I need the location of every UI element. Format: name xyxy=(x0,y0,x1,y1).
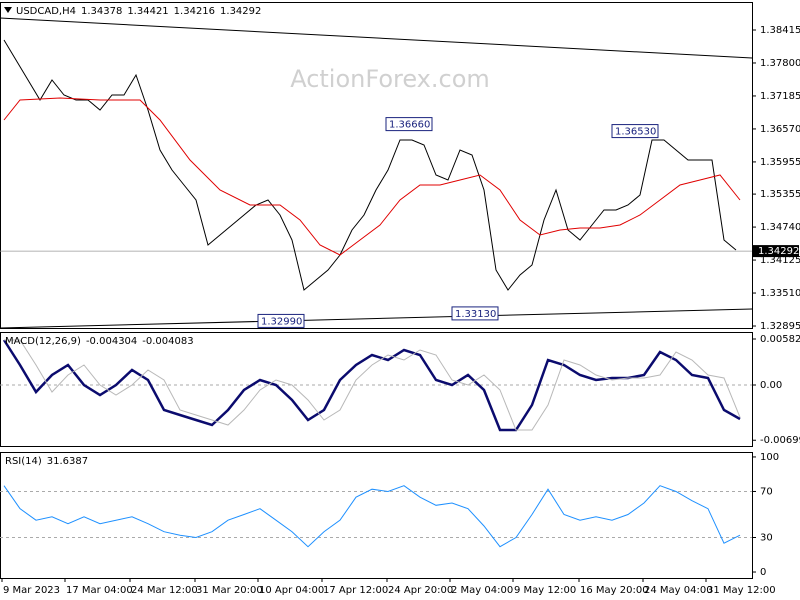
y-tick-label: 0.005821 xyxy=(760,334,800,345)
y-tick-label: 0.00 xyxy=(760,380,782,391)
price-annotation: 1.33130 xyxy=(455,309,496,320)
x-tick-label: 31 Mar 20:00 xyxy=(196,585,263,596)
y-tick-label: 1.35955 xyxy=(760,157,800,168)
x-tick-label: 24 May 04:00 xyxy=(644,585,713,596)
price-annotation-box xyxy=(451,306,499,321)
x-tick-label: 24 Mar 12:00 xyxy=(131,585,198,596)
panel-reading: 31.6387 xyxy=(47,456,88,467)
series-line xyxy=(4,339,741,431)
panel-title: USDCAD,H4 xyxy=(16,6,76,17)
panel-header: USDCAD,H4 1.34378 1.34421 1.34216 1.34292 xyxy=(16,6,261,17)
panel-frame xyxy=(0,332,753,447)
y-tick-label: 100 xyxy=(760,452,779,463)
y-tick-label: 30 xyxy=(760,532,773,543)
y-tick-label: 1.34125 xyxy=(760,255,800,266)
x-tick-label: 2 May 04:00 xyxy=(451,585,513,596)
y-tick-label: -0.006991 xyxy=(760,435,800,446)
x-tick-label: 9 Mar 2023 xyxy=(3,585,60,596)
price-annotation: 1.32990 xyxy=(261,316,302,327)
panel-reading: -0.004304 xyxy=(86,336,137,347)
series-line xyxy=(3,39,737,291)
panel-reading: -0.004083 xyxy=(142,336,193,347)
y-tick-label: 1.36570 xyxy=(760,124,800,135)
watermark: ActionForex.com xyxy=(290,65,490,93)
y-tick-label: 1.38415 xyxy=(760,25,800,36)
trend-line xyxy=(0,17,753,59)
series-line xyxy=(2,339,741,432)
price-annotation-box xyxy=(611,124,659,139)
x-tick-label: 24 Apr 20:00 xyxy=(388,585,453,596)
panel-reading: 1.34292 xyxy=(220,6,261,17)
menu-triangle xyxy=(4,7,12,13)
series-line xyxy=(3,485,741,548)
price-annotation: 1.36660 xyxy=(389,120,430,131)
y-tick-label: 1.34740 xyxy=(760,222,800,233)
price-annotation-box xyxy=(257,313,305,328)
panel-frame xyxy=(0,2,753,329)
panel-reading: 1.34216 xyxy=(174,6,215,17)
last-price-label: 1.34292 xyxy=(758,246,799,257)
y-tick-label: 1.37800 xyxy=(760,58,800,69)
series-line xyxy=(3,97,741,256)
panel-title: MACD(12,26,9) xyxy=(5,336,81,347)
y-tick-label: 0 xyxy=(760,567,766,578)
x-tick-label: 9 May 12:00 xyxy=(514,585,576,596)
panel-frame xyxy=(0,452,753,579)
panel-header: RSI(14) 31.6387 xyxy=(5,456,88,467)
panel-reading: 1.34421 xyxy=(127,6,168,17)
x-tick-label: 16 May 20:00 xyxy=(580,585,649,596)
x-tick-label: 17 Apr 12:00 xyxy=(323,585,388,596)
last-price-box xyxy=(753,245,799,258)
y-tick-label: 70 xyxy=(760,486,773,497)
x-tick-label: 10 Apr 04:00 xyxy=(259,585,324,596)
panel-header: MACD(12,26,9) -0.004304 -0.004083 xyxy=(5,336,194,347)
y-tick-label: 1.33510 xyxy=(760,288,800,299)
panel-reading: 1.34378 xyxy=(81,6,122,17)
price-annotation: 1.36530 xyxy=(615,127,656,138)
price-annotation-box xyxy=(385,117,433,132)
x-tick-label: 31 May 12:00 xyxy=(707,585,776,596)
trend-line xyxy=(0,308,753,329)
y-tick-label: 1.32895 xyxy=(760,321,800,332)
panel-title: RSI(14) xyxy=(5,456,42,467)
y-tick-label: 1.37185 xyxy=(760,91,800,102)
x-tick-label: 17 Mar 04:00 xyxy=(66,585,133,596)
y-tick-label: 1.35355 xyxy=(760,189,800,200)
